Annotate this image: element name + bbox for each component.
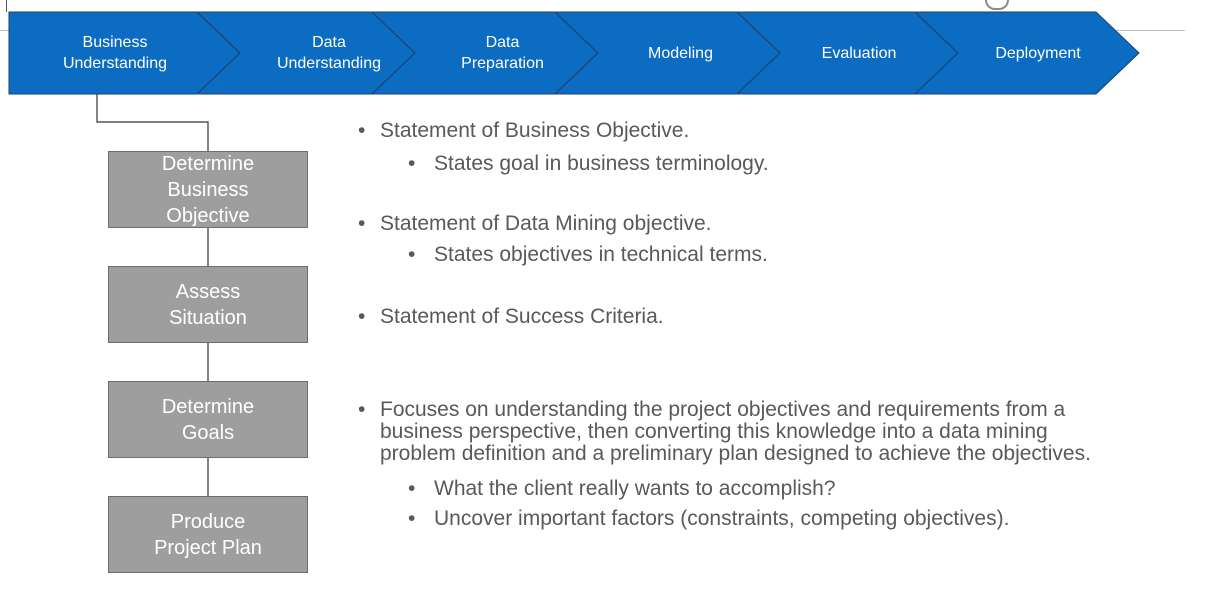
bullet-focus-paragraph: Focuses on understanding the project obj… — [380, 399, 1230, 465]
bullet-text: What the client really wants to accompli… — [434, 477, 836, 500]
bullet-text: States goal in business terminology. — [434, 152, 769, 175]
chevron-deployment[interactable] — [913, 11, 1140, 95]
step-determine-goals[interactable]: Determine Goals — [108, 381, 308, 458]
process-chevron-bar — [8, 11, 1140, 95]
bullet-glyph: • — [358, 305, 366, 328]
bullet-text: Uncover important factors (constraints, … — [434, 507, 1010, 530]
bullet-glyph: • — [408, 152, 416, 175]
bullet-text: Statement of Success Criteria. — [380, 305, 664, 328]
bullet-text: Statement of Data Mining objective. — [380, 212, 712, 235]
phase-label-data-preparation: Data Preparation — [461, 34, 544, 72]
step-determine-business-objective[interactable]: Determine Business Objective — [108, 151, 308, 228]
bullet-glyph: • — [358, 398, 366, 421]
step-assess-situation[interactable]: Assess Situation — [108, 266, 308, 343]
phase-label-data-understanding: Data Understanding — [276, 34, 382, 72]
phase-label-deployment: Deployment — [995, 44, 1081, 62]
phase-label-modeling: Modeling — [648, 44, 713, 62]
paragraph-line-3: problem definition and a preliminary pla… — [380, 442, 1091, 465]
bullet-text: States objectives in technical terms. — [434, 243, 768, 266]
bullet-text: Statement of Business Objective. — [380, 119, 690, 142]
step-connectors — [96, 94, 209, 496]
bullet-glyph: • — [358, 212, 366, 235]
connector-phase-to-steps — [96, 94, 209, 151]
step-produce-project-plan[interactable]: Produce Project Plan — [108, 496, 308, 573]
paragraph-line-1: Focuses on understanding the project obj… — [380, 398, 1066, 421]
phase-label-business-understanding: Business Understanding — [62, 34, 168, 72]
bullet-glyph: • — [408, 507, 416, 530]
paragraph-line-2: business perspective, then converting th… — [380, 420, 1048, 443]
left-edge-mark — [6, 0, 7, 12]
phase-label-evaluation: Evaluation — [821, 44, 897, 62]
bullet-glyph: • — [408, 477, 416, 500]
bullet-glyph: • — [408, 243, 416, 266]
bullet-glyph: • — [358, 119, 366, 142]
